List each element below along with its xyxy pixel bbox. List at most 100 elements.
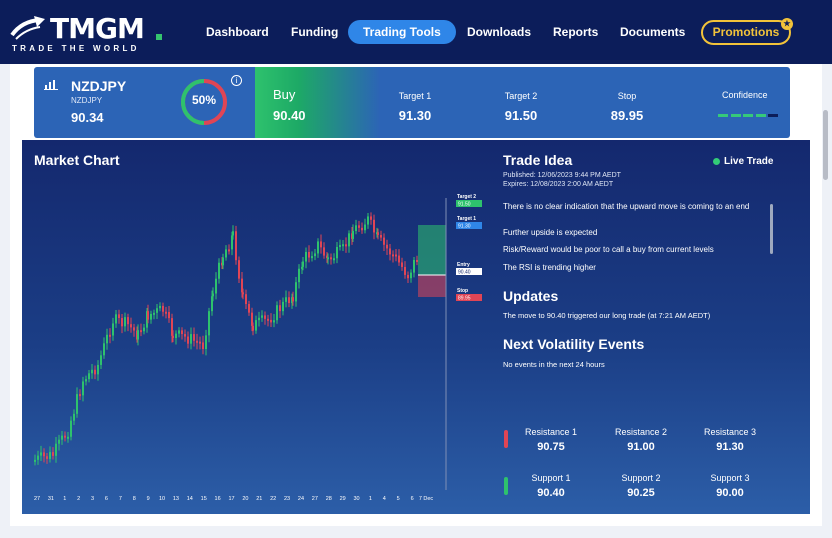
brand-name: TMGM (50, 12, 145, 45)
candle-body (73, 413, 75, 421)
nav-trading-tools[interactable]: Trading Tools (348, 20, 456, 44)
candle-body (115, 314, 117, 324)
bar-chart-icon (44, 80, 58, 90)
candle-body (85, 379, 87, 382)
candle-body (377, 232, 379, 236)
candle-body (282, 301, 284, 312)
candle-body (168, 312, 170, 319)
entry-price: 90.40 (273, 108, 306, 123)
marker-value: 91.50 (458, 202, 471, 208)
candle-body (187, 336, 189, 344)
candle-body (258, 317, 260, 321)
tmgm-logo[interactable]: TMGM TRADE THE WORLD (10, 12, 162, 54)
volatility-text: No events in the next 24 hours (503, 360, 605, 369)
instrument-price: 90.34 (71, 110, 104, 125)
candle-body (76, 394, 78, 414)
candle-body (302, 261, 304, 267)
candle-body (228, 249, 230, 252)
candle-body (165, 311, 167, 314)
candle-body (172, 335, 174, 339)
candle-body (215, 278, 217, 294)
marker-value: 91.30 (458, 224, 471, 230)
candle-body (326, 255, 328, 258)
loss-zone (418, 275, 446, 297)
live-indicator-dot (713, 158, 720, 165)
marker-label: Entry (457, 262, 470, 268)
candle-body (70, 420, 72, 437)
published-date: Published: 12/06/2023 9:44 PM AEDT (503, 172, 621, 179)
info-icon[interactable]: i (231, 75, 242, 86)
candle-body (34, 459, 36, 462)
stop-value: 89.95 (610, 108, 644, 123)
resistance-indicator (504, 430, 508, 448)
x-tick-label: 7 (119, 496, 122, 502)
candle-body (175, 333, 177, 339)
candle-body (97, 364, 99, 375)
x-tick-label: 24 (298, 496, 304, 502)
promotions-button[interactable]: Promotions (701, 20, 791, 45)
resistance1-label: Resistance 1 (524, 427, 578, 437)
nav-reports[interactable]: Reports (553, 25, 599, 39)
confidence-segment (730, 114, 741, 117)
instrument-summary-bar[interactable]: NZDJPY NZDJPY 90.34 50% i Buy 90.40 Targ… (34, 67, 790, 138)
nav-dashboard[interactable]: Dashboard (206, 25, 269, 39)
confidence-segment (768, 114, 778, 117)
x-tick-label: 31 (48, 496, 54, 502)
candle-body (241, 278, 243, 293)
candle-body (140, 330, 142, 333)
marker-value: 89.95 (458, 296, 471, 302)
candle-body (235, 231, 237, 261)
candle-body (162, 305, 164, 312)
expires-date: Expires: 12/08/2023 2:00 AM AEDT (503, 181, 614, 188)
market-panel: Market Chart Target 2 91.50 Target 1 91.30 E… (22, 140, 810, 514)
direction-label: Buy (273, 87, 296, 102)
notes-scrollbar[interactable] (770, 204, 773, 254)
candle-body (345, 244, 347, 247)
nav-funding[interactable]: Funding (291, 25, 339, 39)
candle-body (276, 305, 278, 321)
footer-strip (10, 526, 822, 538)
candle-body (52, 452, 54, 456)
candle-body (147, 311, 149, 320)
support3-value: 90.00 (716, 487, 744, 499)
x-tick-label: 6 (105, 496, 108, 502)
candle-body (103, 343, 105, 356)
nav-downloads[interactable]: Downloads (467, 25, 532, 39)
candle-body (112, 323, 114, 336)
logo-arrow-icon (10, 16, 45, 40)
x-tick-label: 22 (270, 496, 276, 502)
x-tick-label: 3 (91, 496, 94, 502)
x-tick-label: 1 (369, 496, 372, 502)
trade-note: There is no clear indication that the up… (503, 202, 750, 211)
candle-body (127, 317, 129, 325)
candle-body (159, 305, 161, 309)
x-tick-label: 21 (256, 496, 262, 502)
resistance3-value: 91.30 (716, 441, 744, 453)
candle-body (137, 330, 139, 340)
trade-note: Risk/Reward would be poor to call a buy … (503, 245, 714, 254)
candlestick-chart[interactable]: Target 2 91.50 Target 1 91.30 Entry 90.40 Stop… (22, 140, 482, 514)
candle-body (124, 317, 126, 327)
candle-body (106, 334, 108, 344)
candle-body (413, 259, 415, 273)
page-scrollbar[interactable] (823, 110, 828, 180)
resistance2-value: 91.00 (627, 441, 655, 453)
candle-body (395, 254, 397, 257)
candle-body (205, 335, 207, 350)
marker-label: Target 2 (457, 194, 476, 200)
candle-body (196, 340, 198, 343)
x-tick-label: 4 (383, 496, 386, 502)
trade-note: The RSI is trending higher (503, 263, 596, 272)
candle-body (184, 334, 186, 337)
marker-label: Stop (457, 288, 468, 294)
candle-body (109, 334, 111, 337)
candle-body (285, 297, 287, 302)
candle-body (295, 282, 297, 302)
updates-text: The move to 90.40 triggered our long tra… (503, 311, 711, 320)
support1-label: Support 1 (531, 473, 571, 483)
candle-body (61, 435, 63, 440)
candle-body (367, 216, 369, 225)
candle-body (171, 318, 173, 336)
candle-body (208, 311, 210, 336)
nav-documents[interactable]: Documents (620, 25, 686, 39)
